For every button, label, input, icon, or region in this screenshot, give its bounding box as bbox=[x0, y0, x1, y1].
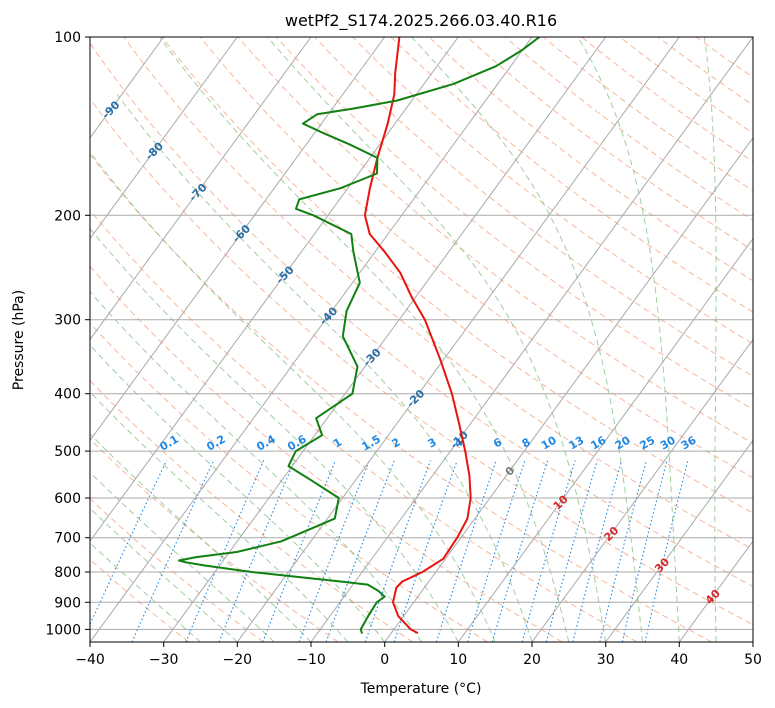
dry-adiabat-line bbox=[123, 37, 753, 551]
moist-adiabat-line bbox=[411, 37, 643, 642]
x-tick-label: 20 bbox=[523, 652, 541, 668]
x-tick-label: −10 bbox=[296, 652, 326, 668]
y-tick-label: 600 bbox=[54, 491, 81, 507]
y-tick-label: 800 bbox=[54, 565, 81, 581]
moist-adiabat-line bbox=[90, 433, 312, 642]
moist-adiabat-line bbox=[90, 507, 238, 642]
plot-frame bbox=[89, 36, 754, 643]
mixing-ratio-lines bbox=[90, 460, 689, 642]
y-axis-ticks: 1000 900 800 700 600 500 400 300 200 100 bbox=[45, 30, 90, 638]
dry-adiabat-line bbox=[90, 497, 264, 642]
moist-adiabat-line bbox=[703, 37, 717, 642]
dry-adiabat-line bbox=[90, 322, 488, 642]
dry-adiabat-line bbox=[276, 37, 753, 410]
chart-title: wetPf2_S174.2025.266.03.40.R16 bbox=[285, 11, 557, 31]
dry-adiabat-line bbox=[428, 37, 753, 282]
dry-adiabat-line bbox=[90, 265, 563, 642]
isotherm-gridline bbox=[90, 37, 386, 442]
y-tick-label: 300 bbox=[54, 313, 81, 329]
x-axis-label: Temperature (°C) bbox=[360, 681, 482, 697]
x-tick-label: 50 bbox=[744, 652, 762, 668]
y-tick-label: 400 bbox=[54, 387, 81, 403]
dry-adiabat-line bbox=[90, 209, 638, 642]
isotherm-gridline bbox=[90, 37, 533, 642]
mixing-ratio-line bbox=[131, 460, 215, 642]
y-tick-label: 100 bbox=[54, 30, 81, 46]
mixing-ratio-line bbox=[262, 460, 336, 642]
moist-adiabat-line bbox=[90, 290, 422, 642]
y-tick-label: 1000 bbox=[45, 622, 81, 638]
mixing-ratio-line bbox=[644, 460, 689, 642]
x-tick-label: −20 bbox=[223, 652, 253, 668]
mixing-ratio-line bbox=[364, 460, 432, 642]
mixing-ratio-line bbox=[298, 460, 370, 642]
y-tick-label: 900 bbox=[54, 595, 81, 611]
mixing-ratio-line bbox=[521, 460, 576, 642]
dry-adiabat-line bbox=[90, 153, 712, 642]
isotherm-gridline bbox=[457, 237, 753, 642]
mixing-ratio-line bbox=[545, 460, 598, 642]
isotherm-gridline bbox=[90, 37, 238, 240]
mixing-ratio-line bbox=[599, 460, 648, 642]
dry-adiabat-line bbox=[90, 380, 414, 642]
isotherm-gridline bbox=[236, 37, 680, 642]
x-tick-label: 10 bbox=[449, 652, 467, 668]
isotherm-gridline bbox=[531, 338, 753, 642]
isotherm-gridlines bbox=[90, 37, 753, 642]
mixing-ratio-line bbox=[218, 460, 296, 642]
mixing-ratio-line bbox=[325, 460, 395, 642]
dry-adiabat-line bbox=[390, 37, 753, 313]
profile-series bbox=[178, 37, 541, 634]
dewpoint-profile-line bbox=[178, 37, 541, 634]
x-axis-ticks: −40 −30 −20 −10 0 10 20 30 40 50 bbox=[75, 642, 762, 668]
isotherm-gridline bbox=[90, 37, 312, 341]
y-axis-label: Pressure (hPa) bbox=[11, 290, 27, 390]
mixing-ratio-line bbox=[90, 460, 167, 626]
dry-adiabat-line bbox=[90, 42, 753, 588]
x-tick-label: 30 bbox=[597, 652, 615, 668]
mixing-ratio-line bbox=[572, 460, 623, 642]
x-tick-label: 0 bbox=[380, 652, 389, 668]
y-tick-label: 200 bbox=[54, 208, 81, 224]
y-tick-label: 500 bbox=[54, 444, 81, 460]
dry-adiabat-line bbox=[466, 37, 753, 251]
temperature-profile-line bbox=[363, 37, 472, 634]
moist-adiabat-line bbox=[90, 227, 459, 642]
isotherm-gridline bbox=[605, 439, 753, 642]
x-tick-label: −30 bbox=[149, 652, 179, 668]
isotherm-gridline bbox=[310, 37, 753, 642]
isotherm-gridline bbox=[90, 37, 459, 542]
isotherm-gridline bbox=[163, 37, 607, 642]
x-tick-label: −40 bbox=[75, 652, 105, 668]
dry-adiabat-line bbox=[90, 98, 753, 626]
moist-adiabat-line bbox=[90, 542, 201, 642]
mixing-ratio-line bbox=[185, 460, 265, 642]
y-tick-label: 700 bbox=[54, 531, 81, 547]
mixing-ratio-line bbox=[621, 460, 668, 642]
isotherm-gridline bbox=[384, 137, 753, 642]
moist-adiabat-line bbox=[267, 37, 607, 642]
moist-adiabat-line bbox=[159, 37, 570, 642]
moist-adiabat-line bbox=[577, 37, 680, 642]
pressure-gridlines bbox=[90, 37, 753, 630]
dry-adiabat-line bbox=[161, 37, 753, 514]
x-tick-label: 40 bbox=[670, 652, 688, 668]
moist-adiabat-line bbox=[116, 94, 533, 642]
